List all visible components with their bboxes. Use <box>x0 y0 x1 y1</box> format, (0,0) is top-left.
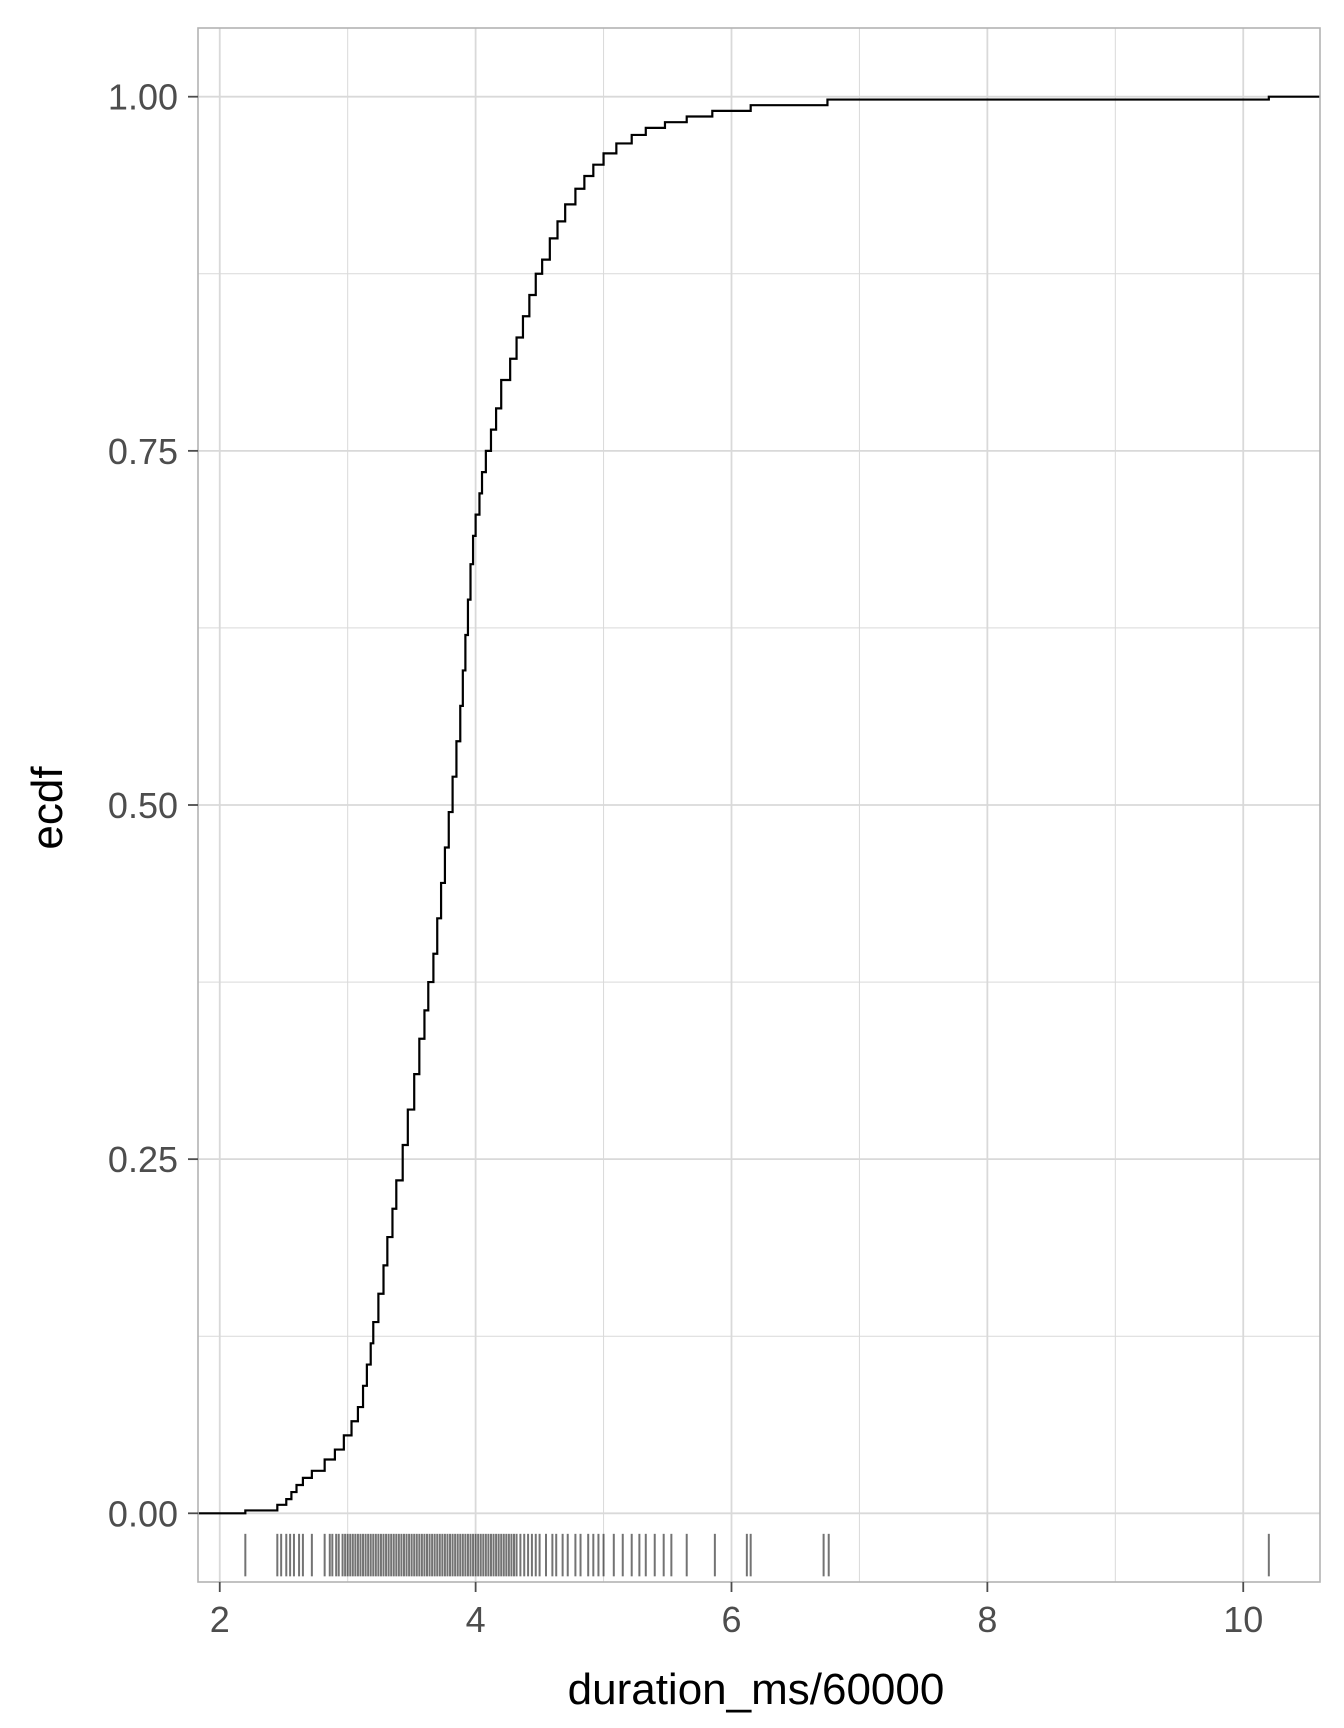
x-tick-label: 4 <box>466 1599 486 1640</box>
x-tick-label: 2 <box>210 1599 230 1640</box>
y-axis-title: ecdf <box>23 766 72 850</box>
axis-ticks <box>188 95 1245 1592</box>
x-axis-title: duration_ms/60000 <box>568 1665 945 1714</box>
y-tick-label: 0.50 <box>108 785 178 826</box>
y-tick-label: 0.75 <box>108 431 178 472</box>
x-tick-label: 6 <box>721 1599 741 1640</box>
x-tick-label: 10 <box>1223 1599 1263 1640</box>
y-tick-label: 1.00 <box>108 77 178 118</box>
x-tick-label: 8 <box>977 1599 997 1640</box>
grid-lines <box>198 28 1320 1582</box>
y-tick-label: 0.25 <box>108 1139 178 1180</box>
tick-labels: 2 4 6 8 10 0.00 0.25 0.50 0.75 1.00 <box>108 77 1263 1640</box>
y-tick-label: 0.00 <box>108 1493 178 1534</box>
rug-marks <box>244 1533 1270 1577</box>
ecdf-step-line <box>198 95 1320 1515</box>
